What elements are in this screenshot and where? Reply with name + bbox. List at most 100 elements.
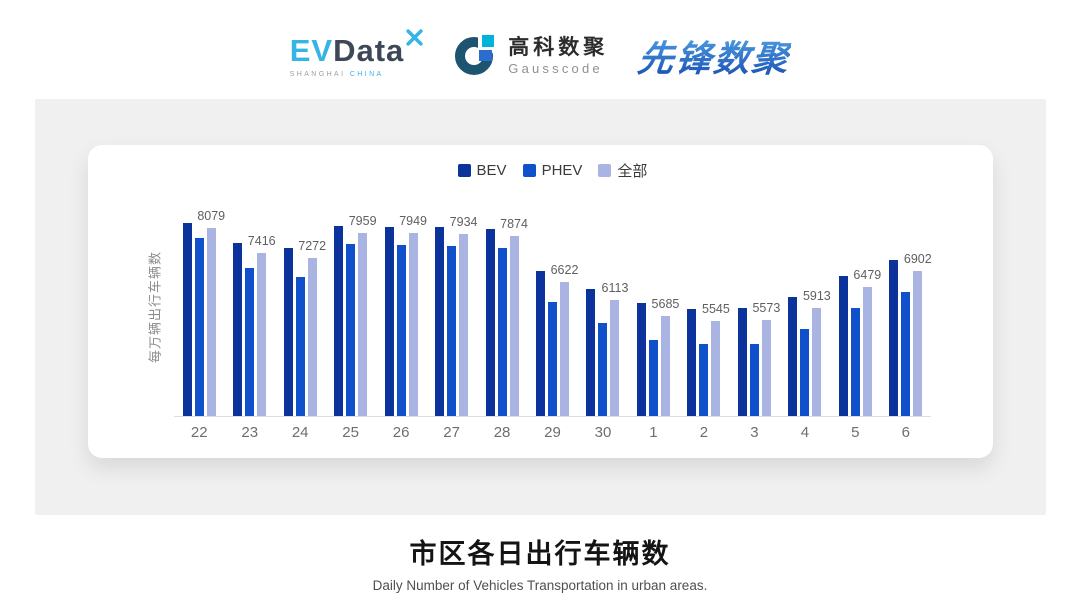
legend-swatch-icon <box>522 163 536 177</box>
bar-全部-1 <box>660 316 670 416</box>
bar-group-6: 6902 <box>881 211 932 416</box>
bar-phev-27 <box>447 246 457 416</box>
x-tick-6: 6 <box>901 424 910 441</box>
chart-card: BEV PHEV 全部 每万辆出行车辆数 8079 7416 7272 7959 7949 7… <box>88 145 993 458</box>
x-tick-22: 22 <box>190 424 208 441</box>
value-label-29: 6622 <box>550 263 579 277</box>
value-label-2: 5545 <box>702 302 730 316</box>
bar-group-2: 5545 <box>679 211 730 416</box>
bar-bev-28 <box>485 229 495 416</box>
chart-title: 市区各日出行车辆数 <box>409 539 671 569</box>
bar-group-30: 6113 <box>578 211 628 416</box>
evdata-sub-shanghai: SHANGHAI <box>289 70 346 78</box>
x-axis-line <box>174 416 931 417</box>
legend-label: 全部 <box>617 162 648 180</box>
legend-label: PHEV <box>541 161 583 179</box>
bar-全部-24 <box>307 258 317 416</box>
evdata-ev-text: EV <box>289 32 334 68</box>
bar-全部-6 <box>913 271 923 416</box>
bar-全部-28 <box>509 236 519 416</box>
xianfeng-logo: 先锋数聚 <box>636 30 793 82</box>
x-tick-29: 29 <box>544 424 561 441</box>
value-label-4: 5913 <box>802 289 831 303</box>
bar-group-4: 5913 <box>780 211 831 416</box>
x-tick-27: 27 <box>443 424 460 441</box>
bar-全部-3 <box>761 320 771 416</box>
bar-bev-25 <box>334 226 344 416</box>
x-tick-25: 25 <box>342 424 359 441</box>
x-tick-28: 28 <box>493 424 511 441</box>
value-label-6: 6902 <box>903 252 932 266</box>
bar-全部-30 <box>610 300 620 416</box>
bar-phev-2 <box>699 344 709 416</box>
bar-phev-3 <box>749 344 759 416</box>
bar-group-25: 7959 <box>325 211 377 416</box>
bar-bev-22 <box>182 223 192 416</box>
chart-panel: BEV PHEV 全部 每万辆出行车辆数 8079 7416 7272 7959 7949 7… <box>35 99 1046 515</box>
legend-item-全部[interactable]: 全部 <box>598 161 648 180</box>
bar-全部-4 <box>812 308 822 416</box>
bar-group-24: 7272 <box>275 211 327 416</box>
plot-area: 8079 7416 7272 7959 7949 7934 7874 6622 6113 5685… <box>174 209 932 416</box>
bar-bev-2 <box>687 309 697 416</box>
legend-item-phev[interactable]: PHEV <box>522 161 583 179</box>
bar-phev-5 <box>850 308 860 416</box>
legend-label: BEV <box>476 161 507 179</box>
chart-legend: BEV PHEV 全部 <box>174 161 931 180</box>
chart-subtitle: Daily Number of Vehicles Transportation … <box>372 578 708 593</box>
value-label-30: 6113 <box>601 281 629 295</box>
bar-phev-4 <box>800 329 810 416</box>
value-label-25: 7959 <box>348 214 377 228</box>
evdata-logo: EV Data SHANGHAI CHINA <box>289 28 424 78</box>
bar-phev-1 <box>648 340 658 416</box>
x-axis-labels: 22 23 24 25 26 27 28 29 30 1 2 3 4 5 6 <box>174 424 931 441</box>
x-tick-23: 23 <box>241 424 259 441</box>
evdata-subtitle: SHANGHAI CHINA <box>290 71 424 78</box>
bar-phev-30 <box>598 323 608 416</box>
bar-bev-6 <box>889 260 899 416</box>
bar-全部-5 <box>862 287 872 416</box>
bar-group-22: 8079 <box>174 209 226 416</box>
bar-全部-29 <box>560 282 570 416</box>
value-label-27: 7934 <box>449 215 478 229</box>
bar-phev-28 <box>497 248 507 416</box>
legend-swatch-icon <box>457 163 471 177</box>
header-logos: EV Data SHANGHAI CHINA 高科数聚 Gausscode <box>0 20 1080 92</box>
bar-bev-23 <box>233 243 243 416</box>
bar-全部-2 <box>711 321 721 416</box>
evdata-sub-china: CHINA <box>349 70 384 78</box>
bar-phev-25 <box>346 244 356 416</box>
bar-bev-5 <box>838 276 848 416</box>
value-label-1: 5685 <box>651 297 680 311</box>
value-label-22: 8079 <box>197 209 226 223</box>
bar-bev-26 <box>384 227 394 416</box>
value-label-23: 7416 <box>247 234 276 248</box>
x-tick-5: 5 <box>851 424 860 441</box>
value-label-5: 6479 <box>853 268 882 282</box>
evdata-data-text: Data <box>333 32 405 68</box>
bar-group-23: 7416 <box>224 211 276 416</box>
x-tick-4: 4 <box>800 424 810 441</box>
value-label-24: 7272 <box>298 239 327 253</box>
gausscode-cn-text: 高科数聚 <box>508 36 609 59</box>
x-tick-1: 1 <box>649 424 658 441</box>
bar-bev-4 <box>788 297 798 416</box>
bar-group-3: 5573 <box>729 211 780 416</box>
bar-phev-29 <box>548 302 558 416</box>
x-tick-24: 24 <box>291 424 309 441</box>
bar-phev-26 <box>396 245 406 416</box>
bar-bev-30 <box>586 289 596 416</box>
gausscode-g-icon <box>453 30 500 82</box>
gausscode-logo: 高科数聚 Gausscode <box>453 30 609 82</box>
bar-bev-3 <box>737 308 747 416</box>
legend-item-bev[interactable]: BEV <box>457 161 507 179</box>
bar-group-5: 6479 <box>830 211 882 416</box>
bar-phev-6 <box>901 292 911 416</box>
bar-bev-27 <box>435 227 445 416</box>
x-tick-26: 26 <box>392 424 410 441</box>
bar-group-1: 5685 <box>628 211 680 416</box>
bar-全部-23 <box>257 253 267 416</box>
value-label-26: 7949 <box>399 214 428 228</box>
evdata-star-icon <box>406 28 423 50</box>
bar-全部-25 <box>358 233 368 416</box>
